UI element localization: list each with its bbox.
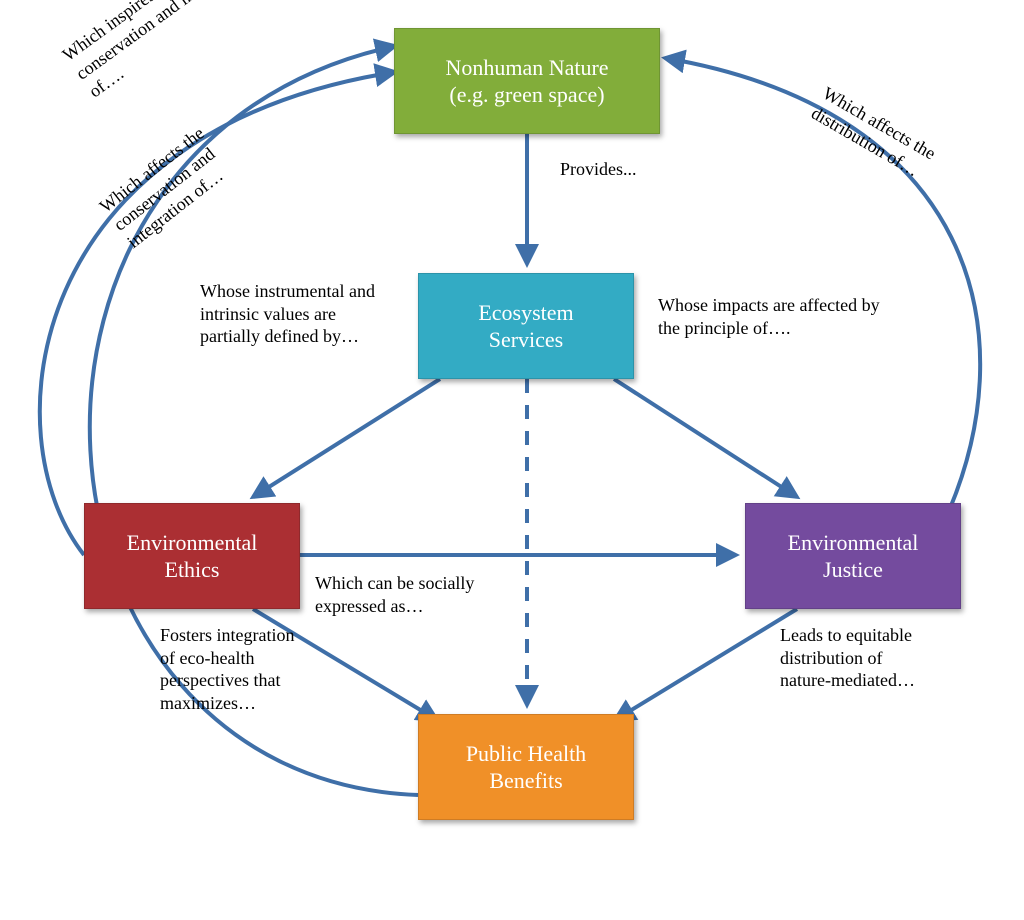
edge-justice-to-publichealth [615, 609, 797, 720]
node-ecosystem-line1: Ecosystem [478, 299, 573, 327]
label-provides: Provides... [560, 158, 700, 181]
node-ecosystem-line2: Services [478, 326, 573, 354]
node-public-health-benefits: Public Health Benefits [418, 714, 634, 820]
node-ethics-line2: Ethics [127, 556, 258, 584]
label-leads-to: Leads to equitable distribution of natur… [780, 624, 930, 692]
node-environmental-ethics: Environmental Ethics [84, 503, 300, 609]
node-nonhuman-line1: Nonhuman Nature [445, 54, 608, 82]
label-fosters: Fosters integration of eco-health perspe… [160, 624, 295, 714]
node-publichealth-line2: Benefits [466, 767, 586, 795]
node-environmental-justice: Environmental Justice [745, 503, 961, 609]
label-whose-values: Whose instrumental and intrinsic values … [200, 280, 400, 348]
label-affects-distribution: Which affects the distribution of… [808, 82, 978, 206]
label-affects-conservation: Which affects the conservation and integ… [95, 77, 294, 253]
edge-ecosystem-to-justice [614, 379, 797, 497]
node-nonhuman-nature: Nonhuman Nature (e.g. green space) [394, 28, 660, 134]
node-ethics-line1: Environmental [127, 529, 258, 557]
node-nonhuman-line2: (e.g. green space) [445, 81, 608, 109]
node-justice-line2: Justice [788, 556, 919, 584]
label-socially-expressed: Which can be socially expressed as… [315, 572, 515, 617]
node-publichealth-line1: Public Health [466, 740, 586, 768]
node-ecosystem-services: Ecosystem Services [418, 273, 634, 379]
node-justice-line1: Environmental [788, 529, 919, 557]
label-whose-impacts: Whose impacts are affected by the princi… [658, 294, 888, 339]
edge-ecosystem-to-ethics [253, 379, 440, 497]
